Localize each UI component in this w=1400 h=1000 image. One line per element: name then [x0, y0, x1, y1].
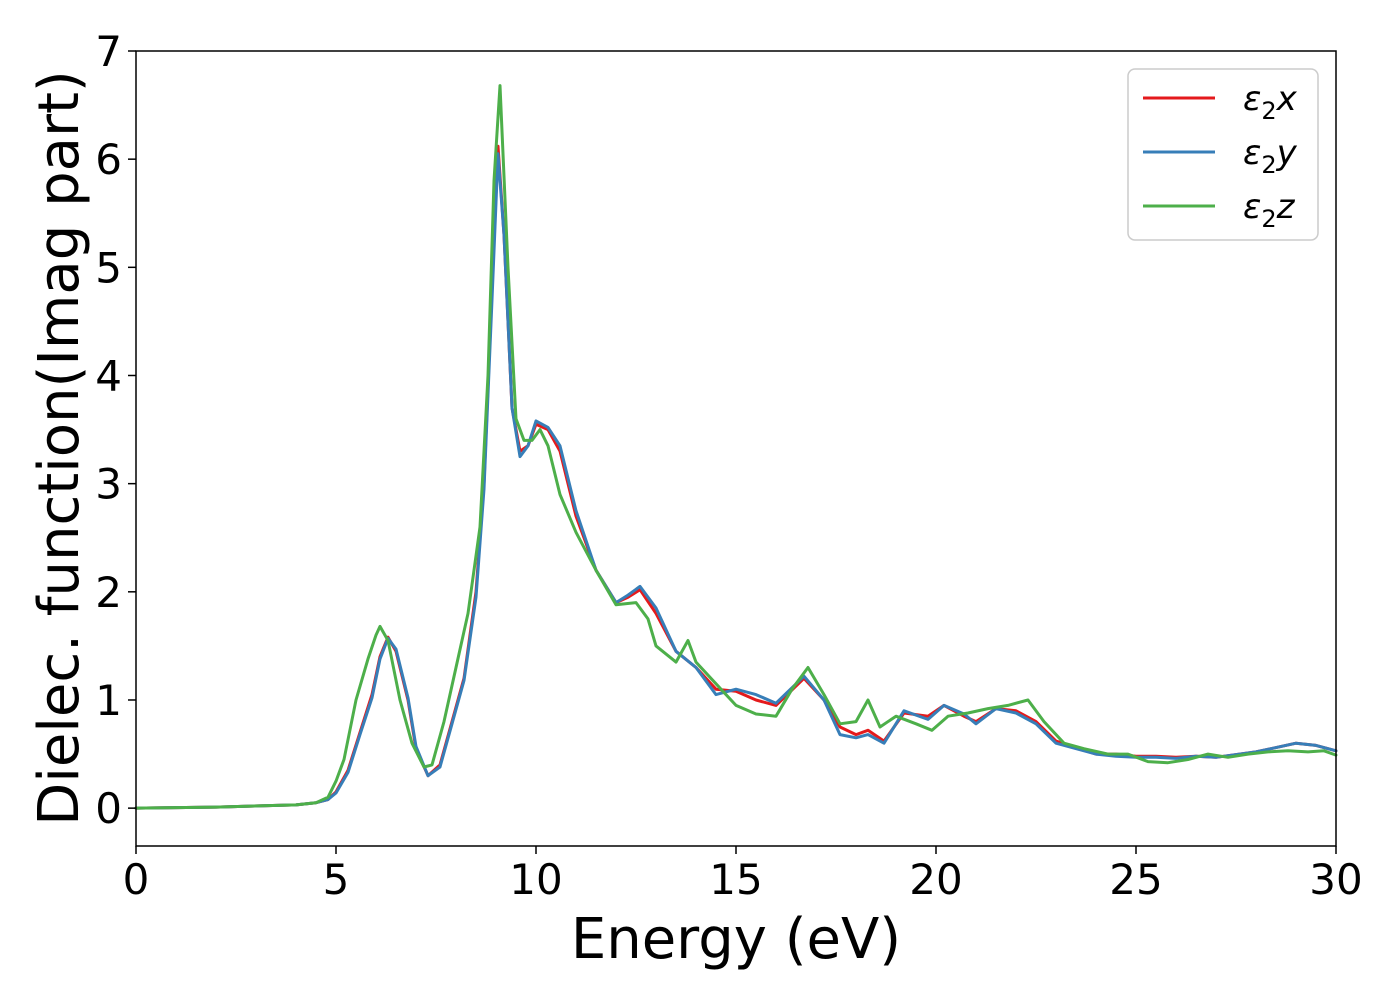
- legend-subscript: 2: [1261, 205, 1276, 233]
- y-tick-label: 7: [95, 27, 122, 76]
- y-tick-label: 6: [95, 135, 122, 184]
- series-line-x: [134, 144, 1338, 810]
- series-line-z: [134, 84, 1338, 810]
- legend-axis: x: [1276, 79, 1298, 119]
- legend-subscript: 2: [1261, 97, 1276, 125]
- series-line-y: [134, 152, 1338, 810]
- y-axis-title: Dielec. function(Imag part): [27, 70, 92, 826]
- y-tick-label: 3: [95, 460, 122, 509]
- y-tick-label: 2: [95, 568, 122, 617]
- legend-label-x: ε2x: [1243, 79, 1298, 125]
- x-axis-title: Energy (eV): [571, 907, 901, 972]
- x-tick-label: 10: [509, 855, 562, 904]
- legend-symbol: ε: [1243, 133, 1261, 173]
- legend-box: [1127, 68, 1319, 241]
- y-tick-label: 0: [95, 784, 122, 833]
- x-tick-label: 15: [709, 855, 762, 904]
- legend-subscript: 2: [1261, 151, 1276, 179]
- y-tick-label: 1: [95, 676, 122, 725]
- x-tick-label: 30: [1309, 855, 1362, 904]
- legend-axis: z: [1276, 187, 1296, 227]
- x-tick-label: 5: [323, 855, 350, 904]
- legend-symbol: ε: [1243, 187, 1261, 227]
- legend-axis: y: [1276, 133, 1298, 173]
- x-tick-label: 25: [1109, 855, 1162, 904]
- y-tick-label: 5: [95, 243, 122, 292]
- legend-label-z: ε2z: [1243, 187, 1296, 233]
- x-tick-label: 0: [123, 855, 150, 904]
- series-layer: [134, 84, 1338, 810]
- x-tick-label: 20: [909, 855, 962, 904]
- legend-label-y: ε2y: [1243, 133, 1298, 179]
- y-tick-label: 4: [95, 351, 122, 400]
- ticks-layer: 0 5 10 15 20 25 30 0 1 2 3 4 5 6 7: [95, 27, 1362, 904]
- legend-symbol: ε: [1243, 79, 1261, 119]
